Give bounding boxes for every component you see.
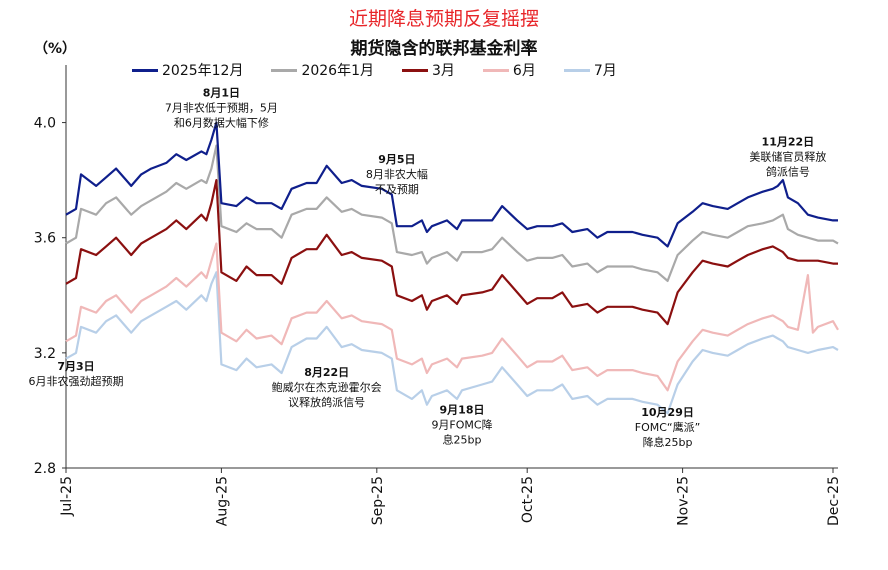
annotation-text: FOMC“鹰派”	[635, 420, 701, 434]
legend-label: 6月	[512, 63, 536, 79]
annotation-text: 不及预期	[375, 183, 419, 196]
x-tick-label: Oct-25	[520, 476, 536, 523]
x-tick-label: Nov-25	[676, 476, 692, 526]
legend-swatch	[563, 68, 590, 72]
headline: 近期降息预期反复摇摆	[348, 8, 539, 30]
annotation-title: 11月22日	[762, 136, 815, 149]
y-tick-label: 3.6	[34, 231, 56, 247]
x-tick-label: Sep-25	[370, 476, 386, 525]
chart-title: 期货隐含的联邦基金利率	[350, 39, 538, 59]
legend-swatch	[132, 68, 158, 72]
legend-item: 2025年12月	[132, 60, 243, 80]
legend-label: 3月	[432, 63, 455, 79]
annotation-title: 8月1日	[203, 87, 240, 100]
legend-label: 7月	[593, 63, 617, 79]
annotation-title: 9月5日	[378, 153, 415, 166]
y-tick-label: 3.2	[34, 346, 56, 362]
series-line-2	[65, 144, 839, 282]
annotation-text: 鲍威尔在杰克逊霍尔会	[272, 380, 382, 394]
annotation-text: 降息25bp	[643, 435, 693, 449]
annotation-text: 8月非农大幅	[366, 167, 428, 181]
y-unit-label: （%）	[34, 41, 77, 57]
series-line-3	[65, 179, 838, 326]
annotation-title: 8月22日	[304, 366, 349, 379]
y-tick-label: 4.0	[34, 116, 56, 132]
legend-item: 7月	[563, 60, 617, 80]
x-tick-label: Jul-25	[59, 476, 75, 517]
annotation-text: 鸽派信号	[766, 165, 810, 179]
x-tick-label: Dec-25	[826, 476, 842, 526]
annotation-text: 息25bp	[443, 432, 482, 446]
legend-swatch	[482, 68, 509, 72]
annotation-text: 6月非农强劲超预期	[29, 374, 124, 388]
annotation-text: 9月FOMC降	[431, 417, 492, 431]
annotation-title: 9月18日	[440, 403, 485, 416]
legend-label: 2025年12月	[162, 63, 244, 79]
annotation-text: 美联储官员释放	[749, 150, 826, 164]
legend-item: 2026年1月	[271, 60, 374, 80]
annotation-text: 议释放鸽派信号	[288, 395, 365, 409]
annotation-title: 7月3日	[57, 360, 94, 373]
x-tick-label: Aug-25	[214, 476, 230, 526]
chart-legend: 2025年12月 2026年1月 3月 6月 7月	[132, 60, 617, 80]
y-tick-label: 2.8	[34, 461, 56, 477]
legend-label: 2026年1月	[301, 63, 374, 79]
annotation-text: 和6月数据大幅下修	[174, 116, 269, 130]
series-line-4	[65, 242, 839, 392]
legend-item: 3月	[402, 60, 455, 80]
legend-item: 6月	[482, 60, 536, 80]
annotation-title: 10月29日	[641, 406, 694, 419]
annotation-text: 7月非农低于预期，5月	[165, 101, 278, 115]
series-line-1	[65, 121, 838, 248]
legend-swatch	[271, 68, 298, 72]
legend-swatch	[402, 68, 428, 72]
series-line-5	[65, 271, 839, 415]
